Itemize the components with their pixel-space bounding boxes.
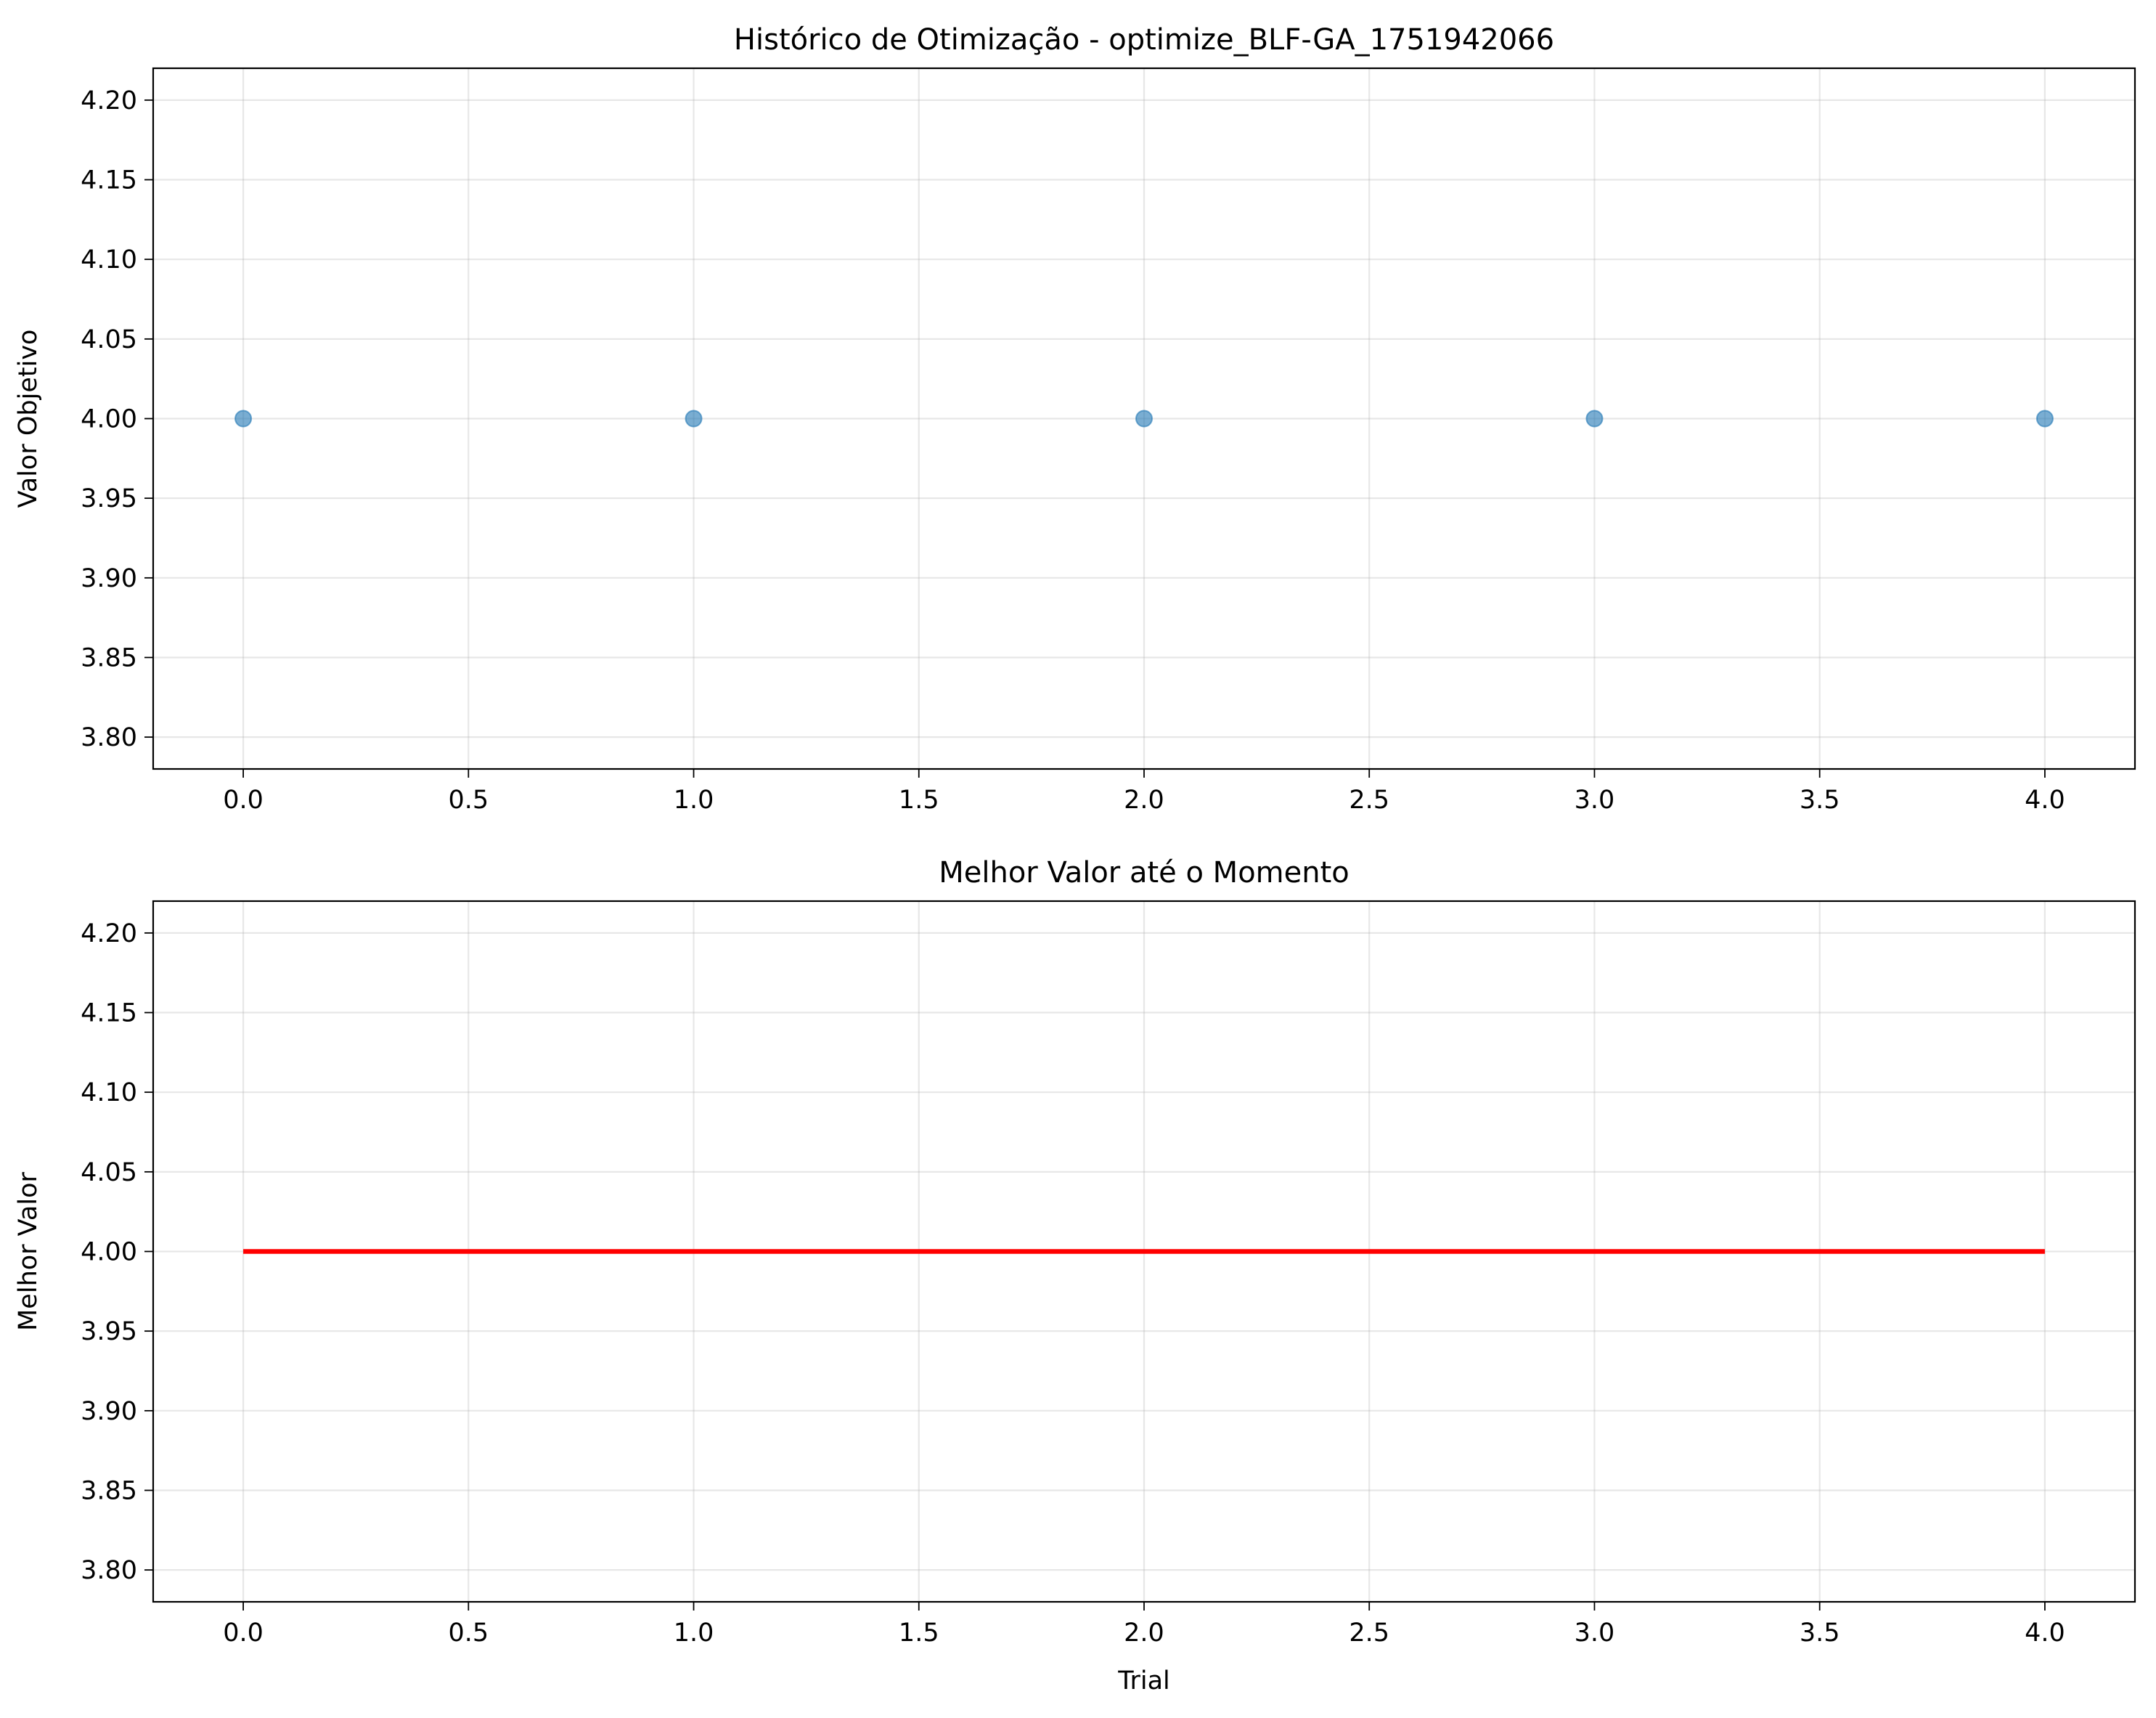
- best-value-panel: 0.0 0.5 1.0 1.5 2.0 2.5 3.0 3.5 4.0 3.80 3.85 3.90 3…: [14, 856, 2136, 1695]
- x-tick-label: 2.0: [1124, 786, 1164, 815]
- x-tick-label: 2.5: [1349, 786, 1389, 815]
- x-axis-label: Trial: [1117, 1666, 1170, 1695]
- x-tick-label: 1.0: [674, 786, 714, 815]
- x-tick-label: 0.5: [448, 1619, 489, 1648]
- y-tick-label: 3.90: [81, 564, 137, 593]
- y-tick-label: 3.95: [81, 1317, 137, 1346]
- y-tick-label: 4.10: [81, 1078, 137, 1107]
- x-tick-label: 3.0: [1575, 1619, 1615, 1648]
- y-tick-label: 4.15: [81, 166, 137, 195]
- y-tick-label: 4.00: [81, 405, 137, 434]
- data-point: [234, 410, 253, 428]
- y-tick-label: 4.15: [81, 999, 137, 1028]
- y-tick-label: 3.85: [81, 1476, 137, 1505]
- y-tick-label: 4.05: [81, 1158, 137, 1187]
- x-tick-label: 0.0: [223, 1619, 264, 1648]
- x-tick-label: 2.5: [1349, 1619, 1389, 1648]
- x-tick-label: 4.0: [2025, 786, 2065, 815]
- x-tick-label: 0.0: [223, 786, 264, 815]
- y-tick-label: 4.20: [81, 86, 137, 115]
- y-tick-label: 4.05: [81, 325, 137, 354]
- y-tick-label: 3.80: [81, 723, 137, 752]
- chart-title: Melhor Valor até o Momento: [939, 856, 1349, 889]
- x-tick-label: 1.5: [899, 786, 939, 815]
- y-tick-label: 3.95: [81, 484, 137, 513]
- y-tick-label: 4.10: [81, 245, 137, 274]
- y-axis-label: Valor Objetivo: [14, 330, 43, 508]
- data-point: [1585, 410, 1604, 428]
- data-point: [2035, 410, 2054, 428]
- y-tick-label: 3.90: [81, 1397, 137, 1426]
- y-tick-label: 3.80: [81, 1556, 137, 1585]
- y-tick-label: 3.85: [81, 643, 137, 672]
- x-tick-label: 1.5: [899, 1619, 939, 1648]
- y-tick-label: 4.20: [81, 919, 137, 948]
- x-tick-label: 3.5: [1800, 786, 1840, 815]
- data-point: [1135, 410, 1153, 428]
- x-tick-label: 2.0: [1124, 1619, 1164, 1648]
- history-panel: 0.0 0.5 1.0 1.5 2.0 2.5 3.0 3.5 4.0 3.80 3.85 3.90 3…: [14, 23, 2136, 815]
- x-tick-label: 0.5: [448, 786, 489, 815]
- chart-title: Histórico de Otimização - optimize_BLF-G…: [734, 23, 1554, 57]
- x-tick-label: 3.5: [1800, 1619, 1840, 1648]
- x-tick-label: 3.0: [1575, 786, 1615, 815]
- y-axis-label: Melhor Valor: [14, 1172, 43, 1331]
- y-tick-label: 4.00: [81, 1238, 137, 1267]
- x-tick-label: 4.0: [2025, 1619, 2065, 1648]
- x-tick-label: 1.0: [674, 1619, 714, 1648]
- data-point: [685, 410, 703, 428]
